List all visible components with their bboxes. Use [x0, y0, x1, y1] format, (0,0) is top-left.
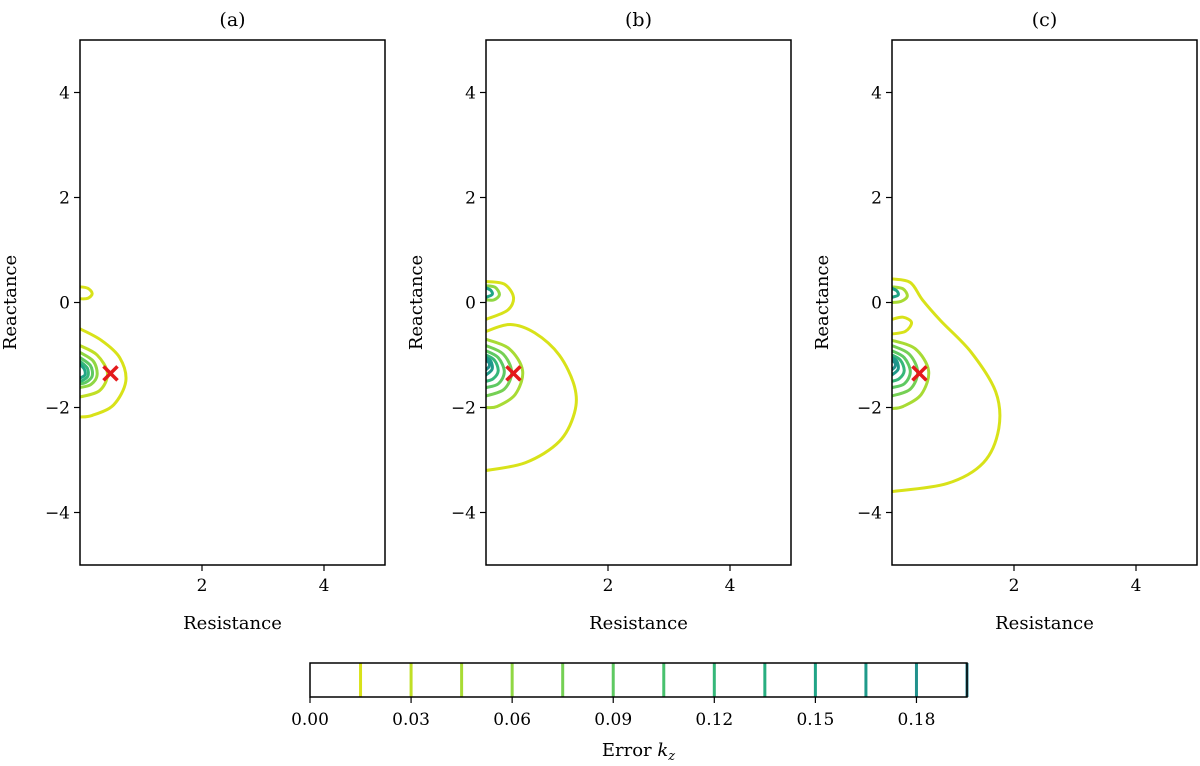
- contour-line: [486, 280, 516, 321]
- panel-a: (a) 2 4 4 2 0 −2 −4 Resistance Reactance: [0, 9, 386, 634]
- colorbar-label-text: Error: [602, 740, 658, 761]
- marker-stroke: [911, 365, 928, 382]
- colorbar-label: Error kz: [602, 740, 675, 764]
- y-tick-label: −4: [857, 504, 882, 524]
- contour-line: [486, 322, 578, 472]
- x-tick-label: 2: [197, 576, 208, 596]
- optimum-marker: [102, 365, 119, 382]
- y-tick-label: 0: [465, 294, 476, 314]
- marker-stroke: [505, 365, 522, 382]
- plot-frame: [79, 39, 386, 566]
- colorbar-tick-label: 0.09: [594, 710, 632, 730]
- y-tick-label: 0: [59, 294, 70, 314]
- panel-title: (c): [1032, 9, 1057, 31]
- y-tick-label: 0: [871, 294, 882, 314]
- y-tick-label: 4: [871, 84, 882, 104]
- colorbar-frame: [309, 662, 968, 698]
- contour-line: [80, 285, 94, 301]
- y-tick-label: 2: [59, 189, 70, 209]
- contour-group: [486, 280, 578, 472]
- colorbar-tick-label: 0.15: [796, 710, 834, 730]
- marker-stroke: [102, 365, 119, 382]
- plot-frame: [485, 39, 792, 566]
- contour-line: [80, 362, 87, 380]
- x-axis-label: Resistance: [995, 613, 1094, 634]
- x-tick-label: 2: [1009, 576, 1020, 596]
- x-axis-label: Resistance: [183, 613, 282, 634]
- panel-c: (c) 2 4 4 2 0 −2 −4 Resistance Reactance: [812, 9, 1198, 634]
- contour-line: [486, 358, 491, 372]
- contour-line: [486, 349, 506, 390]
- y-tick-label: 2: [465, 189, 476, 209]
- colorbar-tick-label: 0.00: [291, 710, 329, 730]
- y-tick-label: −4: [451, 504, 476, 524]
- contour-line: [486, 353, 500, 383]
- x-tick-label: 2: [603, 576, 614, 596]
- colorbar-tick-label: 0.06: [493, 710, 531, 730]
- colorbar-label-subscript: z: [667, 749, 675, 764]
- y-axis-label: Reactance: [0, 255, 21, 350]
- optimum-marker: [911, 365, 928, 382]
- x-tick-label: 4: [1131, 576, 1142, 596]
- colorbar-tick-label: 0.12: [695, 710, 733, 730]
- contour-group: [80, 285, 128, 419]
- y-axis-label: Reactance: [406, 255, 427, 350]
- contour-line: [80, 327, 128, 419]
- contour-line: [892, 349, 912, 390]
- contour-line: [892, 358, 897, 372]
- y-tick-label: −2: [857, 399, 882, 419]
- contour-line: [80, 350, 99, 390]
- contour-line: [892, 338, 931, 411]
- contour-line: [80, 359, 90, 383]
- contour-line: [80, 344, 110, 399]
- colorbar-tick-label: 0.18: [898, 710, 936, 730]
- contour-line: [486, 284, 501, 302]
- x-tick-label: 4: [725, 576, 736, 596]
- contour-group: [892, 277, 1002, 493]
- contour-line: [892, 356, 900, 377]
- x-tick-label: 4: [319, 576, 330, 596]
- y-tick-label: −2: [45, 399, 70, 419]
- contour-line: [892, 353, 906, 383]
- colorbar: 0.00 0.03 0.06 0.09 0.12 0.15 0.18 Error kz: [291, 662, 969, 764]
- y-tick-label: 4: [59, 84, 70, 104]
- contour-line: [486, 286, 494, 299]
- panel-title: (b): [625, 9, 652, 31]
- y-tick-label: 2: [871, 189, 882, 209]
- contour-line: [80, 356, 94, 386]
- contour-line: [486, 337, 525, 410]
- y-tick-label: −4: [45, 504, 70, 524]
- contour-line: [486, 356, 494, 377]
- y-tick-label: −2: [451, 399, 476, 419]
- contour-line: [892, 286, 900, 299]
- panel-title: (a): [219, 9, 245, 31]
- colorbar-label-symbol: k: [657, 740, 668, 761]
- optimum-marker: [505, 365, 522, 382]
- y-tick-label: 4: [465, 84, 476, 104]
- x-axis-label: Resistance: [589, 613, 688, 634]
- panel-b: (b) 2 4 4 2 0 −2 −4 Resistance Reactance: [406, 9, 792, 634]
- colorbar-tick-label: 0.03: [392, 710, 430, 730]
- contour-line: [892, 277, 1002, 493]
- y-axis-label: Reactance: [812, 255, 833, 350]
- contour-line: [892, 285, 909, 304]
- contour-line: [892, 315, 914, 336]
